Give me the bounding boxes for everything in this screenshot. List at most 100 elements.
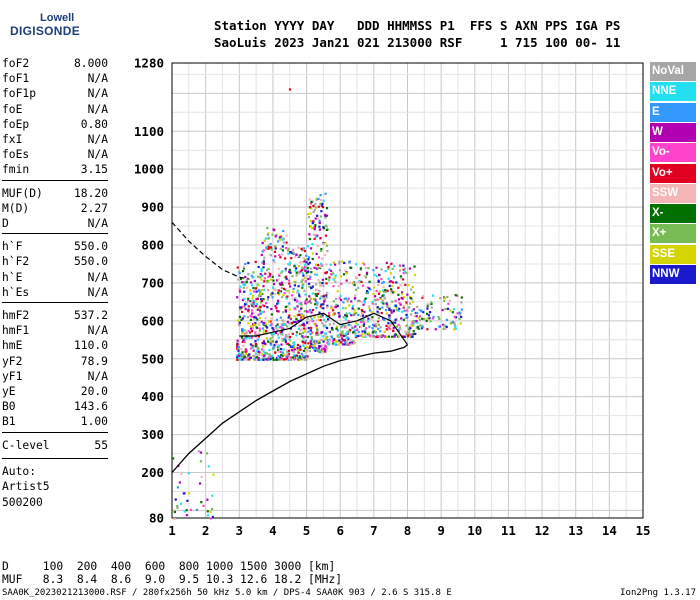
echo-point [413, 273, 417, 277]
echo-point [413, 265, 416, 268]
echo-point [262, 358, 265, 361]
echo-point [263, 277, 266, 280]
echo-point [278, 254, 281, 257]
echo-point [373, 324, 376, 327]
echo-point [392, 309, 395, 312]
echo-point [238, 353, 241, 357]
echo-point [287, 333, 291, 336]
echo-point [307, 216, 311, 219]
echo-point [247, 322, 250, 325]
y-tick-label: 600 [141, 313, 164, 328]
echo-point [252, 290, 256, 293]
echo-point [325, 207, 329, 210]
echo-point [382, 280, 385, 284]
echo-point [448, 299, 451, 302]
echo-point [280, 343, 283, 346]
param-separator [2, 431, 108, 433]
logo-lowell: Lowell [40, 12, 75, 24]
echo-point [284, 246, 288, 250]
echo-point [432, 315, 435, 318]
echo-point [296, 290, 299, 293]
echo-point [236, 356, 239, 359]
echo-point [346, 330, 349, 333]
echo-point [241, 270, 245, 273]
echo-point [314, 293, 317, 296]
echo-point [456, 294, 459, 297]
echo-point [391, 284, 394, 288]
echo-point [361, 319, 365, 322]
echo-point [285, 355, 288, 358]
echo-point [345, 279, 348, 282]
echo-point [288, 357, 291, 360]
echo-point [322, 284, 325, 287]
echo-point [398, 264, 402, 267]
echo-point [277, 346, 280, 349]
echo-point [252, 346, 255, 349]
echo-point [397, 328, 400, 332]
echo-point [172, 457, 175, 460]
echo-point [259, 291, 262, 294]
y-tick-label: 900 [141, 200, 164, 215]
echo-point [293, 315, 296, 318]
echo-point [241, 328, 244, 331]
echo-point [399, 328, 402, 331]
echo-point [359, 325, 363, 328]
echo-point [261, 357, 265, 360]
echo-point [276, 323, 279, 326]
y-tick-label: 1100 [134, 124, 164, 139]
echo-point [343, 297, 346, 301]
echo-point [365, 273, 369, 276]
echo-point [271, 336, 274, 339]
echo-point [251, 345, 254, 348]
echo-point [325, 346, 329, 349]
param-row: fmin 3.15 [2, 162, 108, 177]
echo-point [297, 246, 300, 249]
echo-point [242, 286, 245, 289]
echo-point [320, 344, 323, 347]
echo-point [325, 320, 328, 323]
echo-point [345, 314, 349, 317]
echo-point [283, 276, 287, 279]
echo-point [302, 327, 306, 330]
echo-point [311, 226, 314, 230]
echo-point [382, 289, 385, 292]
echo-point [276, 299, 280, 302]
echo-point [304, 269, 307, 272]
echo-point [390, 280, 393, 283]
echo-point [284, 269, 287, 272]
echo-point [361, 310, 364, 313]
echo-point [310, 335, 313, 339]
echo-point [298, 358, 301, 361]
echo-point [303, 289, 306, 292]
echo-point [364, 330, 367, 333]
echo-point [307, 258, 310, 261]
echo-point [412, 300, 415, 303]
echo-point [366, 291, 370, 294]
echo-point [361, 262, 365, 265]
echo-point [295, 299, 299, 302]
echo-point [275, 331, 278, 335]
echo-point [308, 285, 311, 288]
echo-point [241, 332, 244, 335]
echo-point [294, 324, 297, 327]
echo-point [300, 317, 303, 320]
param-row: h`E N/A [2, 270, 108, 285]
echo-point [385, 328, 388, 331]
echo-point [409, 288, 413, 291]
echo-point [371, 323, 375, 327]
echo-point [253, 279, 256, 283]
echo-point [313, 273, 317, 276]
echo-point [392, 329, 395, 333]
header-row-2: SaoLuis 2023 Jan21 021 213000 RSF 1 715 … [214, 35, 621, 50]
echo-point [368, 325, 371, 328]
echo-point [383, 318, 386, 321]
echo-point [305, 298, 308, 301]
echo-point [351, 307, 354, 310]
echo-point [308, 322, 311, 325]
param-value: 3.15 [80, 163, 108, 177]
echo-point [257, 322, 261, 325]
y-tick-label: 1000 [134, 162, 164, 177]
echo-point [306, 269, 309, 272]
echo-point [282, 348, 285, 351]
echo-point [244, 283, 247, 287]
